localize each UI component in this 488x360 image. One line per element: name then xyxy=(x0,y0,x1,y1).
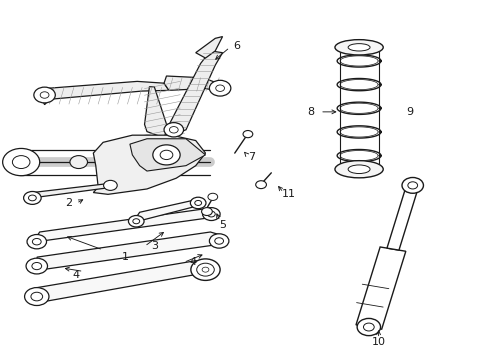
Circle shape xyxy=(28,195,36,201)
Text: 8: 8 xyxy=(306,107,313,117)
Circle shape xyxy=(163,123,183,137)
Circle shape xyxy=(128,216,144,227)
Polygon shape xyxy=(35,209,215,246)
Polygon shape xyxy=(35,232,222,273)
Ellipse shape xyxy=(347,44,369,51)
Circle shape xyxy=(32,238,41,245)
Circle shape xyxy=(356,319,380,336)
Circle shape xyxy=(23,192,41,204)
Circle shape xyxy=(363,323,373,331)
Text: 1: 1 xyxy=(122,252,128,262)
Polygon shape xyxy=(386,184,418,250)
Circle shape xyxy=(207,193,217,201)
Polygon shape xyxy=(195,37,222,58)
Circle shape xyxy=(40,92,49,98)
Circle shape xyxy=(194,201,201,206)
Polygon shape xyxy=(163,76,224,92)
Text: 5: 5 xyxy=(219,220,225,230)
Text: 4: 4 xyxy=(73,270,80,280)
Polygon shape xyxy=(144,87,178,140)
Circle shape xyxy=(133,219,140,224)
Circle shape xyxy=(207,211,215,217)
Circle shape xyxy=(32,262,41,270)
Polygon shape xyxy=(163,51,222,139)
Circle shape xyxy=(190,259,220,280)
Polygon shape xyxy=(355,247,405,329)
Circle shape xyxy=(401,177,423,193)
Circle shape xyxy=(12,156,30,168)
Text: 6: 6 xyxy=(233,41,240,50)
Polygon shape xyxy=(130,139,205,171)
Circle shape xyxy=(169,127,178,133)
Text: 4: 4 xyxy=(189,257,197,267)
Text: 3: 3 xyxy=(150,241,158,251)
Polygon shape xyxy=(30,184,113,203)
Circle shape xyxy=(27,234,46,249)
Text: 2: 2 xyxy=(65,198,72,208)
Circle shape xyxy=(202,208,220,221)
Circle shape xyxy=(196,263,214,276)
Circle shape xyxy=(243,131,252,138)
Circle shape xyxy=(407,182,417,189)
Text: 10: 10 xyxy=(371,337,385,347)
Ellipse shape xyxy=(334,161,383,178)
Polygon shape xyxy=(93,135,205,194)
Circle shape xyxy=(201,208,212,216)
Polygon shape xyxy=(135,200,200,224)
Circle shape xyxy=(2,148,40,176)
Text: 11: 11 xyxy=(281,189,295,199)
Circle shape xyxy=(26,258,47,274)
Circle shape xyxy=(209,234,228,248)
Text: 7: 7 xyxy=(248,152,255,162)
Circle shape xyxy=(24,288,49,306)
Circle shape xyxy=(215,85,224,91)
Circle shape xyxy=(70,156,87,168)
Circle shape xyxy=(31,292,42,301)
Polygon shape xyxy=(42,81,168,105)
Circle shape xyxy=(209,80,230,96)
Circle shape xyxy=(214,238,223,244)
Ellipse shape xyxy=(347,165,369,174)
Circle shape xyxy=(160,150,172,159)
Circle shape xyxy=(103,180,117,190)
Circle shape xyxy=(153,145,180,165)
Polygon shape xyxy=(35,261,207,304)
Text: 9: 9 xyxy=(406,107,413,117)
Circle shape xyxy=(202,267,208,272)
Circle shape xyxy=(255,181,266,189)
Circle shape xyxy=(34,87,55,103)
Circle shape xyxy=(190,197,205,209)
Ellipse shape xyxy=(334,40,383,55)
